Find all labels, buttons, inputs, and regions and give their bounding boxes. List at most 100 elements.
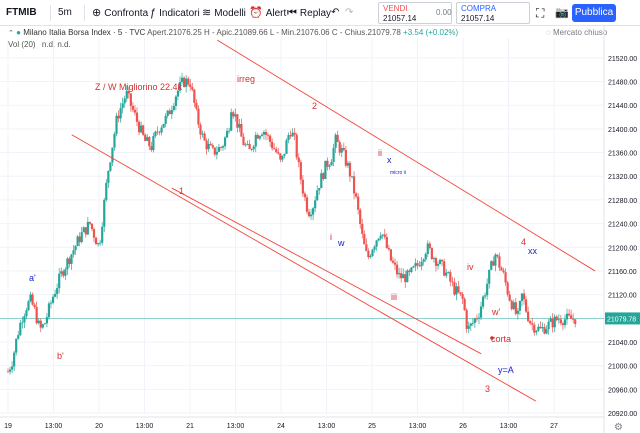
volume-label: Vol (20) [8,40,36,49]
candle-body [334,134,337,148]
redo-icon[interactable]: ↷ [345,7,354,18]
candle-body [549,318,552,322]
candle-body [248,143,251,149]
chart-legend: ⌃ ● Milano Italia Borsa Index · 5 · TVC … [8,28,458,37]
candle-body [70,254,73,265]
candle-body [365,244,368,251]
price-tick-label: 20960.00 [608,387,637,394]
symbol-search[interactable]: FTMIB [6,7,37,18]
candle-body [553,316,556,328]
candle-body [498,256,501,268]
candle-body [402,274,405,279]
trend-line [171,187,482,355]
candle-body [121,103,124,109]
candle-body [29,294,32,302]
candle-body [92,229,96,238]
price-tick-label: 21360.00 [608,151,637,158]
market-status: ◌ Mercato chiuso [546,28,607,37]
candle-body [297,157,300,163]
candle-body [133,109,137,113]
candle-body [90,223,94,230]
legend-high: H - Apic.21089.66 [204,28,268,37]
candle-body [62,271,65,276]
candle-body [555,316,558,321]
candle-body [375,240,378,247]
candle-body [68,258,71,265]
candle-body [551,318,554,328]
price-tick-label: 21480.00 [608,80,637,87]
candle-body [348,162,352,177]
candle-body [453,282,456,295]
candle-body [164,115,167,124]
candle-body [469,323,472,326]
candle-body [213,147,216,155]
candle-body [340,147,343,153]
candle-body [60,271,63,274]
candle-body [477,317,481,319]
candle-body [189,84,192,88]
candle-body [416,263,419,266]
sell-button[interactable]: VENDI 21057.14 [378,2,452,24]
candle-body [6,371,10,373]
gear-icon[interactable]: ⚙ [614,422,623,433]
alert-button[interactable]: ⏰ Alert [249,0,286,26]
camera-icon[interactable]: 📷 [555,7,569,19]
candle-body [281,155,284,160]
candle-body [269,135,272,142]
candle-body [533,324,536,333]
candle-body [305,197,309,212]
candle-body [234,114,237,117]
candle-body [389,249,393,261]
candle-body [309,214,313,217]
publish-button[interactable]: Pubblica [572,4,616,22]
candle-body [447,272,450,273]
candle-body [185,78,188,87]
price-tick-label: 20920.00 [608,411,637,418]
candle-body [219,147,223,148]
templates-button[interactable]: ≋ Modelli [202,0,246,26]
buy-button[interactable]: COMPRA 21057.14 [456,2,530,24]
compare-button[interactable]: ⊕ Confronta [92,0,148,26]
candle-body [144,134,147,141]
time-tick-label: 21 [186,423,194,430]
candle-body [531,323,534,325]
collapse-icon[interactable]: ⌃ [8,30,14,37]
candle-body [277,152,280,154]
chart-area[interactable]: ⌃ ● Milano Italia Borsa Index · 5 · TVC … [0,26,640,433]
candle-body [373,246,376,250]
candle-body [207,143,210,150]
candle-body [162,123,165,128]
candle-body [393,262,397,265]
indicators-label: Indicatori [159,8,200,19]
candle-body [191,87,194,90]
candle-body [158,131,161,133]
candle-body [285,140,288,154]
indicators-button[interactable]: ƒ Indicatori [150,0,200,26]
replay-button[interactable]: ⏮ Replay [287,0,331,26]
candle-body [39,320,42,328]
candle-body [432,258,436,259]
candle-body [557,319,560,321]
candle-body [242,136,245,146]
fullscreen-icon[interactable]: ⛶ [536,6,545,20]
candle-body [258,136,261,139]
legend-circle-icon: ● [16,28,21,37]
undo-icon[interactable]: ↶ [331,7,340,18]
candle-body [25,310,28,317]
volume-legend: Vol (20) n.d. n.d. [8,40,71,49]
candle-body [463,298,466,310]
candle-body [535,330,538,333]
candle-body [146,137,149,141]
price-chart[interactable]: 21520.00 21480.00 21440.00 21400.00 21360.00… [0,26,640,433]
wave-label-3: 3 [485,384,490,394]
candle-body [246,143,249,145]
candle-body [131,105,135,110]
candle-body [49,302,53,304]
interval-button[interactable]: 5m [58,7,72,18]
candle-body [418,265,421,267]
last-price-label: 21079.78 [607,316,636,323]
candle-body [316,190,319,201]
candle-body [287,135,290,141]
wave-label-4: 4 [521,237,526,247]
candle-body [103,199,106,227]
